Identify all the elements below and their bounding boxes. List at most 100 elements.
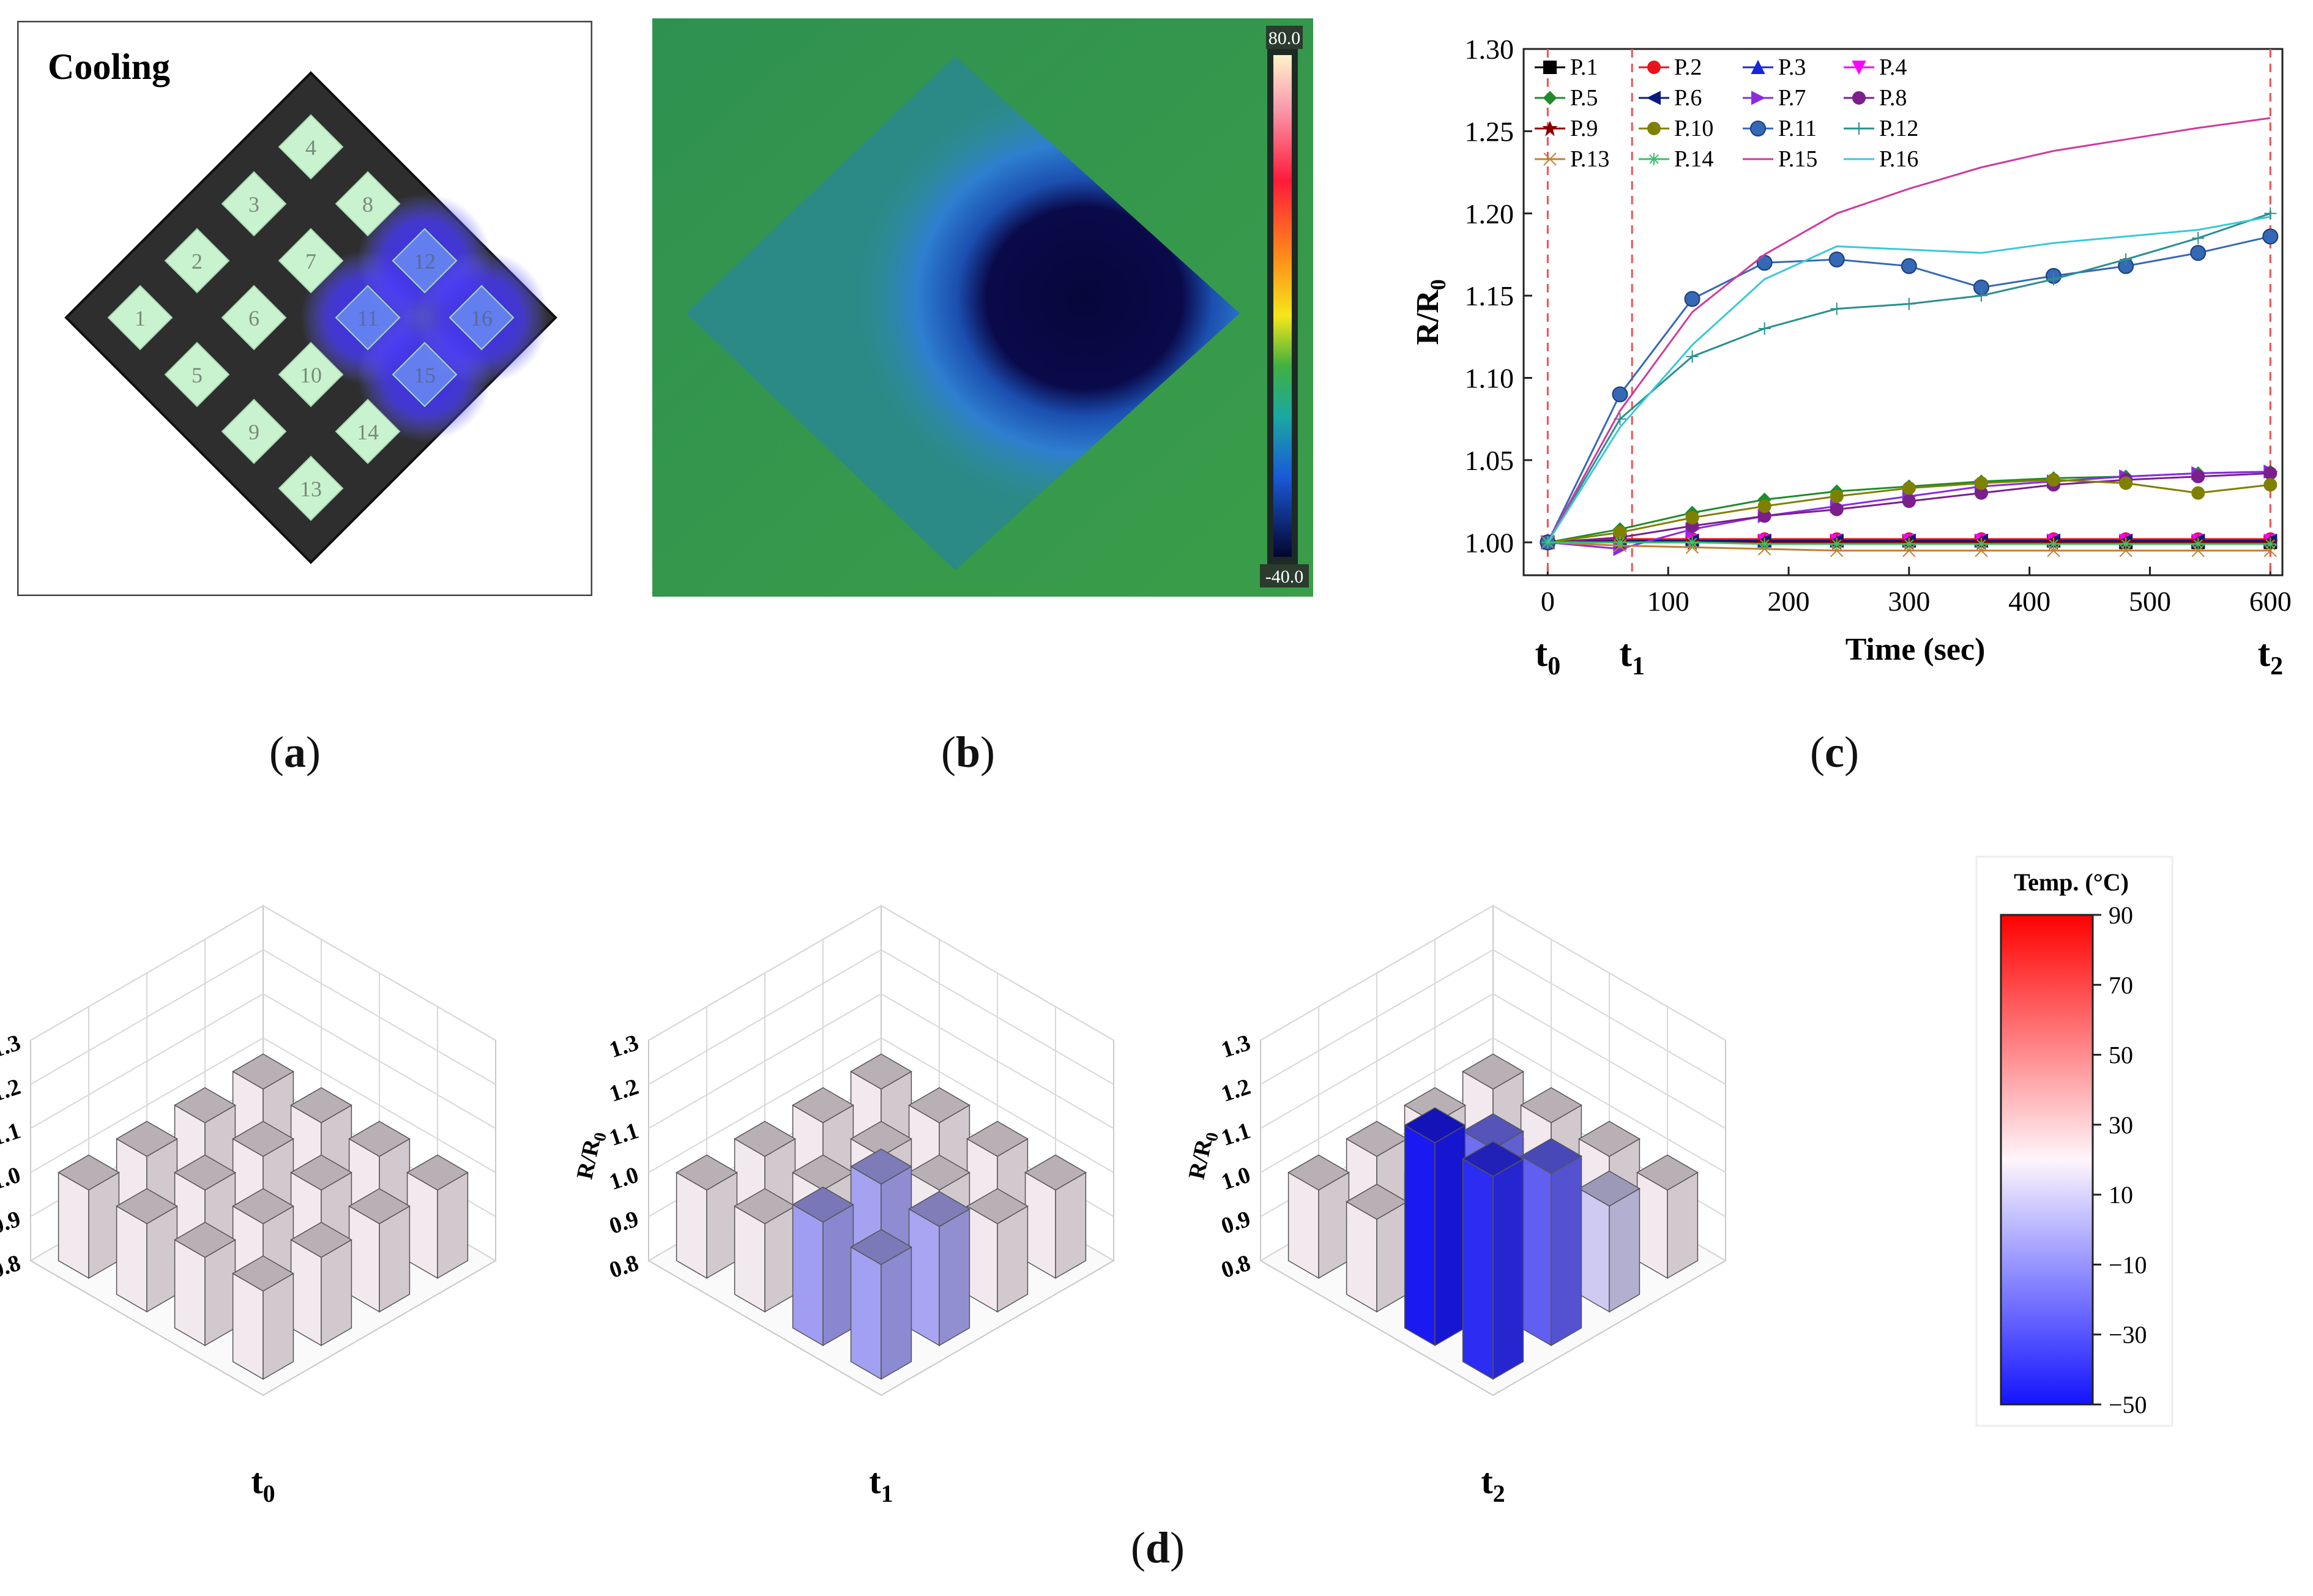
bar (1578, 1170, 1641, 1313)
legend-label: P.15 (1778, 146, 1817, 172)
ir-scale-max: 80.0 (1268, 28, 1301, 48)
legend-label: P.2 (1674, 54, 1702, 80)
panel-b: 80.0 -40.0 (652, 18, 1313, 597)
time-label: t0 (251, 1461, 275, 1505)
y-tick-label: 1.20 (1465, 198, 1514, 229)
data-point (2264, 537, 2277, 550)
sensor-pad (335, 171, 401, 237)
sensor-pad (107, 285, 173, 351)
sensor-pad-label: 15 (414, 363, 436, 387)
sensor-pad-label: 4 (305, 135, 316, 160)
data-point (1852, 91, 1866, 105)
legend-item: P.9 (1535, 116, 1598, 141)
sensor-pad (278, 341, 344, 408)
series-P.15 (1547, 117, 2271, 543)
legend-item: P.15 (1743, 146, 1817, 172)
z-tick-label: 1.1 (1218, 1118, 1254, 1152)
data-point (1758, 537, 1771, 550)
legend-label: P.5 (1570, 85, 1598, 111)
y-axis-label: R/R0 (1410, 279, 1450, 345)
bar (1346, 1184, 1408, 1313)
data-point (1902, 543, 1916, 557)
data-point (2047, 473, 2061, 487)
data-point (1686, 350, 1699, 363)
data-point (1646, 91, 1661, 105)
data-point (1902, 481, 1916, 495)
data-point (2190, 245, 2207, 261)
legend-item: P.3 (1743, 54, 1806, 80)
bar (1462, 1141, 1524, 1380)
legend-item: P.5 (1535, 85, 1598, 111)
bar (58, 1154, 120, 1279)
legend-label: P.10 (1674, 116, 1713, 141)
data-point (1901, 258, 1917, 274)
legend-label: P.8 (1879, 85, 1907, 111)
time-marker-label: t2 (2257, 633, 2283, 681)
data-point (1614, 536, 1626, 549)
panel-c: 1.00 1.05 1.10 1.15 1.20 1.25 1.30 0 100 200 300 40… (1401, 12, 2307, 698)
data-point (1542, 121, 1558, 136)
data-point (2119, 476, 2133, 490)
colorbar-tick-label: −10 (2109, 1251, 2147, 1278)
data-point (1685, 510, 1699, 524)
sensor-pad (392, 228, 458, 294)
data-point (1647, 122, 1661, 135)
sensor-pad (392, 341, 458, 408)
data-point (1543, 91, 1557, 105)
data-point (1648, 153, 1660, 165)
bar (1024, 1154, 1087, 1279)
x-tick-label: 300 (1888, 586, 1930, 617)
sensor-pad (335, 285, 401, 351)
caption-b: (b) (941, 728, 996, 777)
sensor-pad-label: 2 (192, 249, 203, 274)
time-label: t1 (869, 1461, 893, 1505)
panel-a: Cooling 1 2 3 4 5 6 7 8 9 10 11 12 13 14 15 16 (17, 20, 593, 597)
legend-label: P.6 (1674, 85, 1702, 111)
data-point (1647, 61, 1661, 74)
data-point (2191, 486, 2205, 500)
y-tick-label: 1.05 (1465, 445, 1514, 476)
sensor-pad-label: 11 (357, 306, 379, 330)
data-point (1902, 297, 1915, 310)
colorbar-tick-label: 70 (2109, 971, 2133, 999)
data-point (2120, 253, 2132, 266)
bar (290, 1221, 352, 1346)
z-tick-label: 1.2 (606, 1074, 642, 1108)
sensor-pad (221, 398, 287, 464)
bar (734, 1188, 796, 1313)
legend-item: P.8 (1844, 85, 1907, 111)
y-tick-label: 1.30 (1465, 34, 1514, 65)
series-P.12 (1541, 207, 2277, 549)
data-point (1853, 122, 1865, 135)
bar (908, 1191, 970, 1346)
z-tick-label: 1.1 (0, 1118, 24, 1152)
series-P.16 (1547, 215, 2271, 543)
legend: P.1 P.2 P.3 P.4 P.5 P.6 P.7 P.8 P.9 P.10 P.11 P.12 P… (1535, 54, 1918, 172)
bar (232, 1255, 294, 1380)
data-point (1758, 322, 1771, 335)
legend-item: P.6 (1639, 85, 1702, 111)
legend-label: P.14 (1674, 146, 1713, 172)
data-point (1852, 61, 1866, 75)
x-tick-label: 0 (1541, 586, 1555, 617)
z-tick-label: 1.0 (606, 1162, 642, 1196)
data-point (2263, 478, 2278, 492)
sensor-pad (335, 398, 401, 464)
colorbar-tick-label: 10 (2109, 1181, 2133, 1209)
colorbar-title: Temp. (°C) (2014, 868, 2129, 896)
legend-label: P.9 (1570, 116, 1598, 141)
sensor-pad (164, 228, 230, 294)
data-point (2263, 543, 2278, 557)
series-line (1547, 215, 2271, 543)
sensor-pad-label: 8 (362, 192, 373, 217)
legend-item: P.7 (1743, 85, 1806, 111)
panel-d: 0.8 0.9 1.0 1.1 1.2 1.3 R/R0 t0 0.8 0.9 1.0 1.1 1.2 1… (0, 820, 2313, 1507)
legend-item: P.10 (1639, 116, 1713, 141)
bar3d-charts: 0.8 0.9 1.0 1.1 1.2 1.3 R/R0 t0 0.8 0.9 1.0 1.1 1.2 1… (0, 856, 2173, 1507)
z-tick-label: 1.2 (0, 1074, 24, 1108)
y-tick-label: 1.25 (1465, 116, 1514, 147)
z-tick-label: 0.8 (1218, 1250, 1254, 1284)
z-tick-label: 0.9 (1218, 1206, 1254, 1240)
